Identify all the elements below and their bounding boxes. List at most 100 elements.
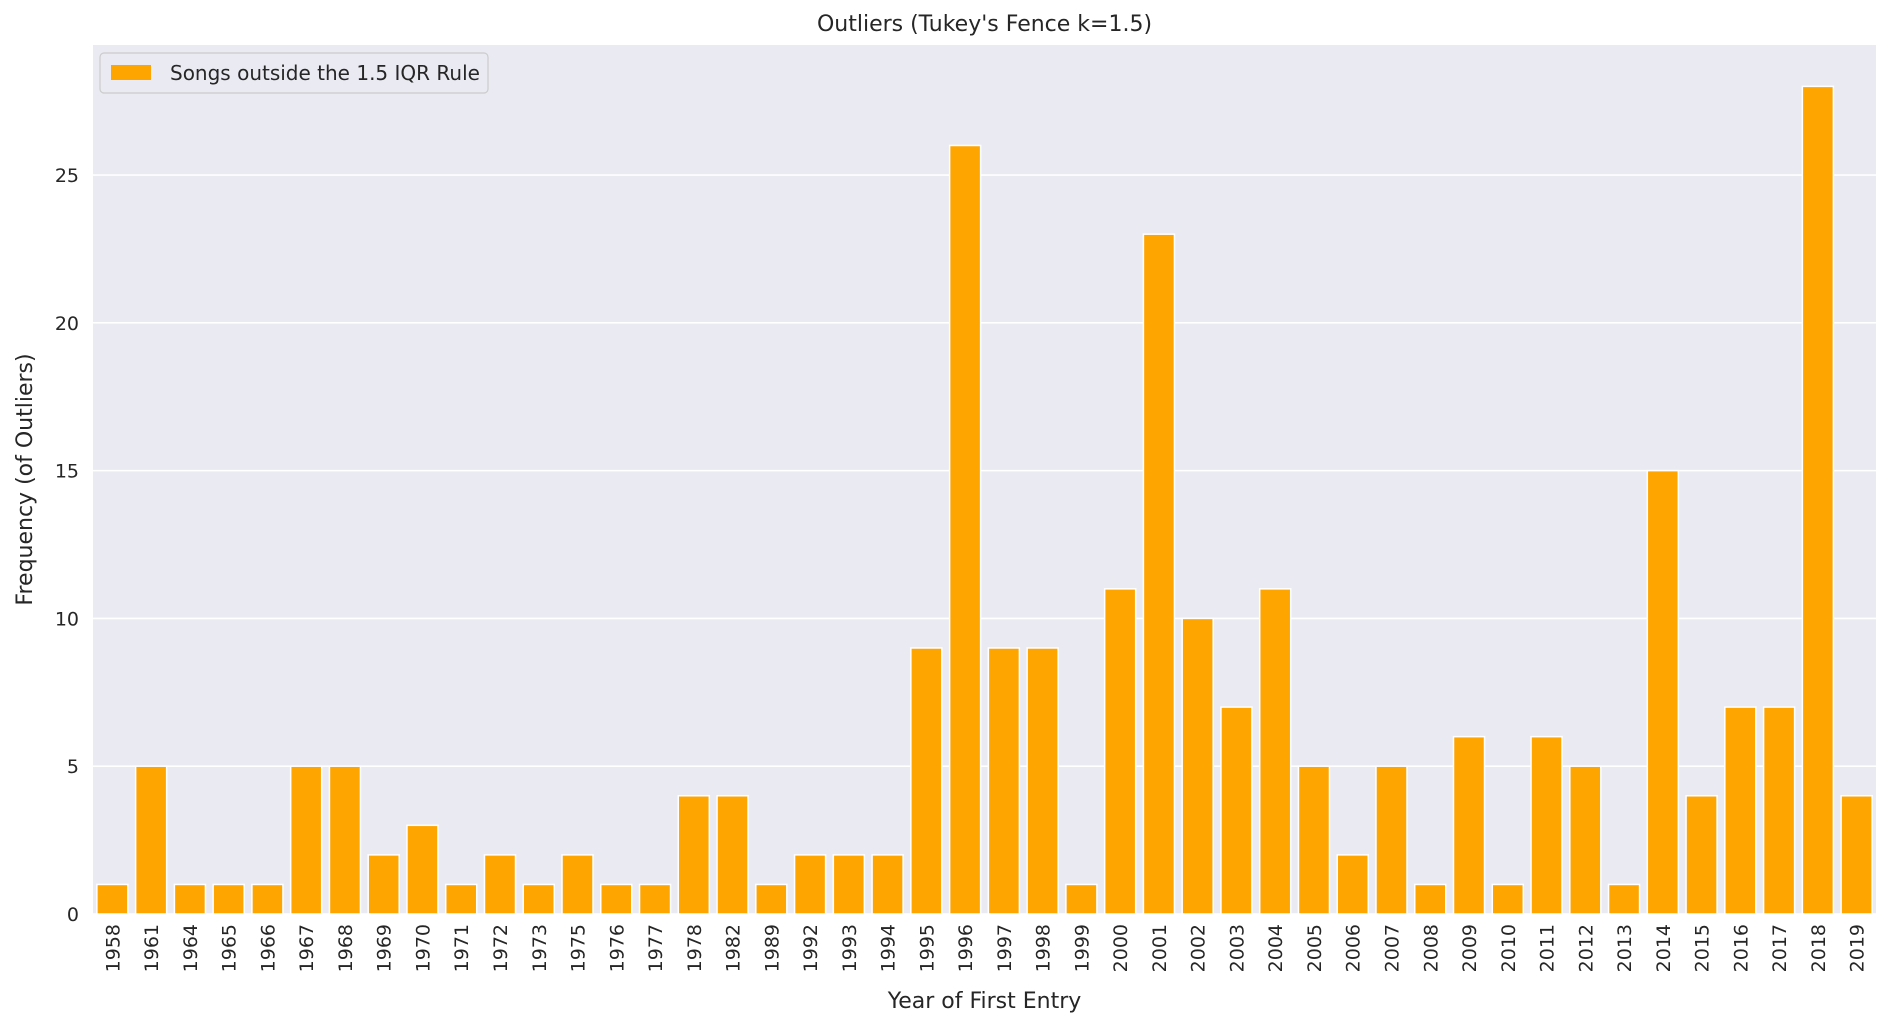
x-tick-label-1970: 1970 [412, 924, 434, 972]
x-tick-label-2019: 2019 [1847, 924, 1869, 972]
bar-2019 [1840, 795, 1873, 915]
bar-1958 [96, 883, 129, 915]
x-tick-label-2013: 2013 [1614, 924, 1636, 972]
x-tick-label-1989: 1989 [761, 924, 783, 972]
x-tick-label-1969: 1969 [374, 924, 396, 972]
x-tick-label-1998: 1998 [1033, 924, 1055, 972]
bar-1961 [134, 765, 168, 915]
y-tick-label-25: 25 [55, 165, 79, 187]
y-tick-label-15: 15 [55, 461, 79, 483]
x-tick-label-2004: 2004 [1265, 924, 1287, 972]
bar-1965 [212, 883, 245, 915]
bar-2013 [1607, 883, 1641, 915]
bar-series [96, 85, 1873, 915]
legend: Songs outside the 1.5 IQR Rule [99, 52, 489, 94]
legend-box [99, 52, 489, 94]
bar-2005 [1297, 765, 1331, 915]
x-tick-label-2002: 2002 [1188, 924, 1210, 972]
bar-2006 [1336, 854, 1369, 915]
x-tick-label-1972: 1972 [490, 924, 512, 972]
x-tick-label-1993: 1993 [839, 924, 861, 972]
bar-1993 [832, 854, 866, 915]
bar-1978 [677, 795, 711, 915]
x-tick-label-1967: 1967 [296, 924, 318, 972]
x-tick-label-2017: 2017 [1769, 924, 1791, 972]
bar-1972 [483, 854, 517, 915]
bar-1989 [755, 883, 788, 915]
bar-2001 [1142, 233, 1176, 915]
bar-1976 [600, 883, 633, 915]
x-tick-label-1975: 1975 [568, 924, 590, 972]
x-tick-label-2007: 2007 [1381, 924, 1403, 972]
bar-1995 [910, 647, 943, 915]
bar-1975 [561, 854, 594, 915]
bar-1969 [367, 854, 400, 915]
bar-2015 [1685, 795, 1718, 915]
x-tick-label-1982: 1982 [723, 924, 745, 972]
bar-1964 [173, 883, 207, 915]
x-tick-label-2012: 2012 [1575, 924, 1597, 972]
bar-1992 [793, 854, 827, 915]
x-tick-label-2001: 2001 [1149, 924, 1171, 972]
bar-2003 [1220, 706, 1253, 915]
legend-label: Songs outside the 1.5 IQR Rule [170, 61, 480, 85]
x-tick-label-1997: 1997 [994, 924, 1016, 972]
bar-1966 [251, 883, 284, 915]
bar-1996 [948, 144, 982, 915]
x-tick-label-2018: 2018 [1808, 924, 1830, 972]
bar-2007 [1375, 765, 1408, 915]
x-tick-label-2009: 2009 [1459, 924, 1481, 972]
legend-swatch [111, 65, 151, 80]
x-tick-label-1992: 1992 [800, 924, 822, 972]
bar-1997 [987, 647, 1021, 915]
bar-2014 [1646, 469, 1680, 915]
x-tick-label-1973: 1973 [529, 924, 551, 972]
x-tick-label-1958: 1958 [102, 924, 124, 972]
x-tick-label-2010: 2010 [1498, 924, 1520, 972]
x-tick-label-1966: 1966 [257, 924, 279, 972]
bar-2002 [1181, 617, 1214, 915]
bar-1994 [871, 854, 904, 915]
y-axis-ticks: 0 5 10 15 20 25 [55, 165, 79, 926]
chart-title: Outliers (Tukey's Fence k=1.5) [817, 12, 1152, 37]
x-tick-label-1995: 1995 [916, 924, 938, 972]
bar-1967 [289, 765, 323, 915]
x-tick-label-1994: 1994 [878, 924, 900, 972]
x-tick-label-2014: 2014 [1653, 924, 1675, 972]
y-tick-label-20: 20 [55, 313, 79, 335]
x-tick-label-2006: 2006 [1343, 924, 1365, 972]
x-tick-label-1971: 1971 [451, 924, 473, 972]
bar-2000 [1103, 588, 1137, 915]
x-tick-label-2015: 2015 [1692, 924, 1714, 972]
y-tick-label-10: 10 [55, 608, 79, 630]
y-tick-label-5: 5 [67, 756, 79, 778]
bar-1968 [328, 765, 362, 915]
x-axis-label: Year of First Entry [887, 989, 1082, 1014]
bar-1998 [1026, 647, 1059, 915]
x-tick-label-2011: 2011 [1537, 924, 1559, 972]
bar-2009 [1452, 735, 1486, 915]
x-tick-label-2000: 2000 [1110, 924, 1132, 972]
x-tick-label-1999: 1999 [1071, 924, 1093, 972]
bar-1977 [638, 883, 672, 915]
bar-1973 [522, 883, 556, 915]
x-tick-label-1968: 1968 [335, 924, 357, 972]
y-tick-label-0: 0 [67, 904, 79, 926]
x-tick-label-1996: 1996 [955, 924, 977, 972]
bar-2017 [1762, 706, 1796, 915]
x-tick-label-1964: 1964 [180, 924, 202, 972]
bar-2008 [1413, 883, 1447, 915]
x-tick-label-2008: 2008 [1420, 924, 1442, 972]
x-tick-label-2016: 2016 [1730, 924, 1752, 972]
bar-2011 [1530, 735, 1563, 915]
bar-1971 [444, 883, 478, 915]
x-tick-label-1977: 1977 [645, 924, 667, 972]
bar-2018 [1801, 85, 1835, 915]
x-tick-label-2005: 2005 [1304, 924, 1326, 972]
bar-1982 [716, 795, 749, 915]
y-axis-label: Frequency (of Outliers) [13, 353, 38, 605]
x-tick-label-1961: 1961 [141, 924, 163, 972]
bar-1970 [406, 824, 439, 915]
bar-2012 [1569, 765, 1602, 915]
bar-1999 [1065, 883, 1098, 915]
